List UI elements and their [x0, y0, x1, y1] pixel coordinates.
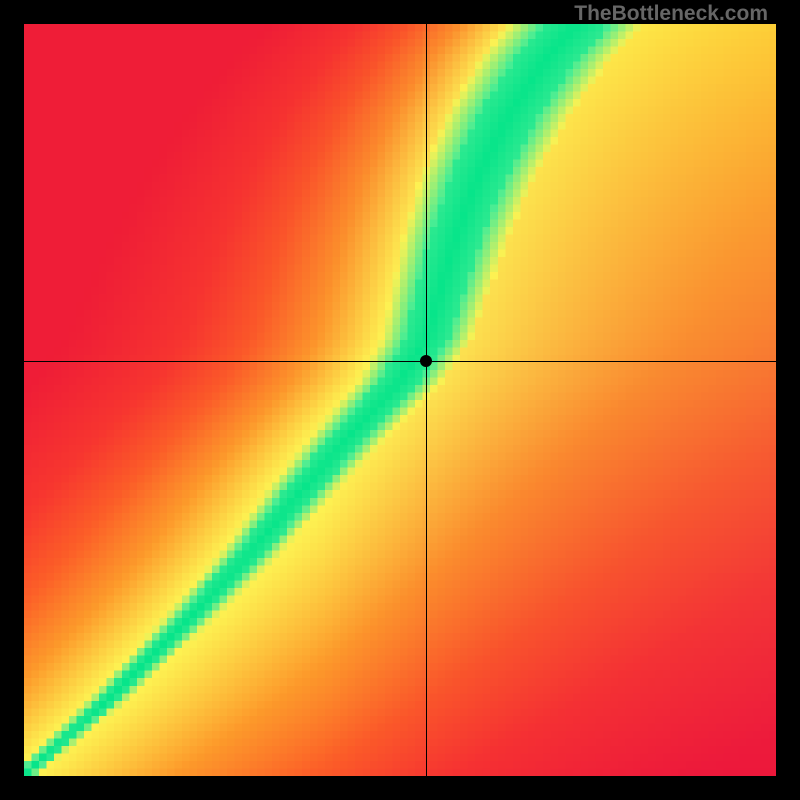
- crosshair-vertical: [426, 24, 427, 776]
- heatmap-canvas: [24, 24, 776, 776]
- crosshair-marker: [420, 355, 432, 367]
- source-watermark: TheBottleneck.com: [574, 2, 768, 26]
- plot-area: [24, 24, 776, 776]
- crosshair-horizontal: [24, 361, 776, 362]
- figure-container: TheBottleneck.com: [0, 0, 800, 800]
